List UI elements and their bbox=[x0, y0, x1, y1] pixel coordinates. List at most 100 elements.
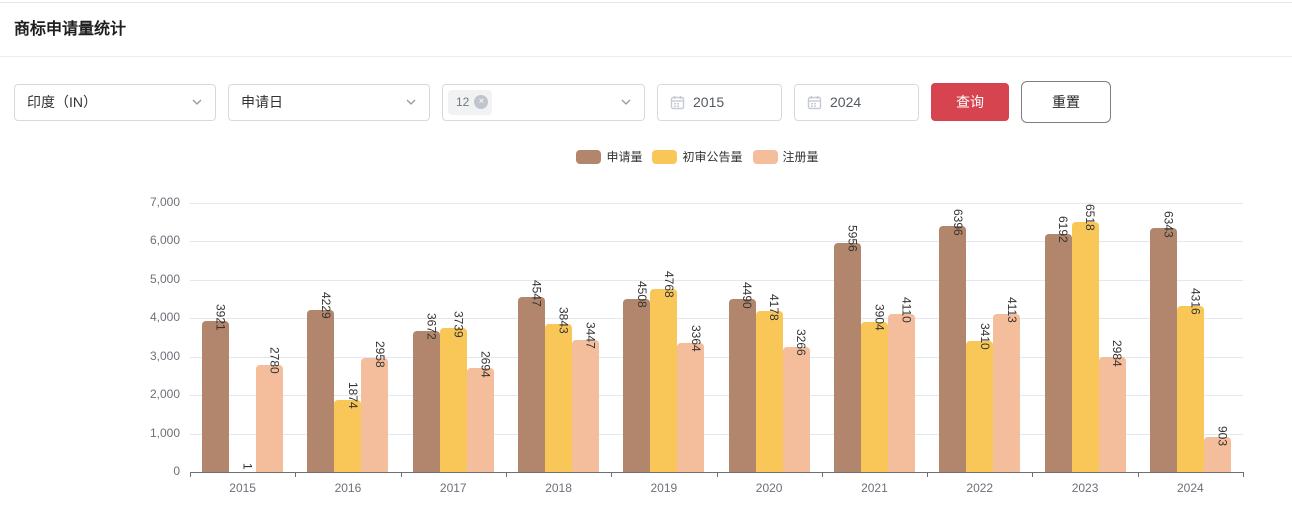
bar-value-label: 4178 bbox=[767, 293, 782, 321]
reset-button[interactable]: 重置 bbox=[1021, 81, 1111, 123]
bar-value-label: 2694 bbox=[478, 350, 493, 378]
bar-初审公告量-2018[interactable] bbox=[545, 324, 573, 472]
gridline bbox=[190, 395, 1243, 397]
bar-value-label: 3904 bbox=[872, 304, 887, 331]
bar-申请量-2015[interactable] bbox=[202, 321, 230, 472]
bar-value-label: 6396 bbox=[950, 208, 965, 236]
bar-申请量-2018[interactable] bbox=[518, 297, 546, 472]
bar-value-label: 2984 bbox=[1110, 339, 1125, 367]
query-button[interactable]: 查询 bbox=[931, 83, 1009, 121]
bar-value-label: 1 bbox=[240, 463, 255, 470]
bar-value-label: 4768 bbox=[661, 271, 676, 298]
x-axis-tick bbox=[505, 472, 507, 477]
bar-申请量-2020[interactable] bbox=[728, 299, 756, 472]
bar-value-label: 4110 bbox=[899, 297, 914, 324]
y-axis-tick-label: 6,000 bbox=[149, 233, 180, 248]
page-title: 商标申请量统计 bbox=[14, 21, 127, 38]
class-select[interactable]: 12 × bbox=[442, 83, 645, 121]
bar-注册量-2023[interactable] bbox=[1098, 357, 1126, 472]
x-axis-tick-label: 2019 bbox=[650, 481, 678, 495]
bar-初审公告量-2016[interactable] bbox=[334, 400, 362, 472]
legend-label: 初审公告量 bbox=[682, 150, 743, 164]
bar-申请量-2022[interactable] bbox=[939, 226, 967, 472]
bar-value-label: 4508 bbox=[634, 281, 649, 308]
bar-初审公告量-2024[interactable] bbox=[1176, 306, 1204, 472]
y-axis-tick-label: 1,000 bbox=[149, 425, 180, 440]
gridline bbox=[190, 241, 1243, 243]
bar-初审公告量-2019[interactable] bbox=[650, 288, 678, 472]
x-axis-tick bbox=[927, 472, 929, 477]
gridline bbox=[190, 433, 1243, 435]
bar-申请量-2024[interactable] bbox=[1149, 228, 1177, 472]
bar-注册量-2021[interactable] bbox=[887, 314, 915, 472]
bar-申请量-2017[interactable] bbox=[412, 330, 440, 472]
chevron-down-icon bbox=[406, 99, 416, 105]
y-axis-tick-label: 5,000 bbox=[149, 271, 180, 286]
bar-value-label: 4547 bbox=[529, 279, 544, 307]
filter-bar: 印度（IN） 申请日 12 × bbox=[14, 81, 1111, 123]
plot-area: 0 1,000 2,000 3,000 4,000 5,000 6,000 7,000 2015… bbox=[150, 195, 1244, 495]
bar-初审公告量-2023[interactable] bbox=[1071, 221, 1099, 472]
date-type-select[interactable]: 申请日 bbox=[228, 83, 430, 121]
gridline bbox=[190, 279, 1243, 281]
bar-初审公告量-2017[interactable] bbox=[439, 328, 467, 472]
legend-item-applications[interactable]: 申请量 bbox=[576, 148, 642, 165]
bar-注册量-2015[interactable] bbox=[256, 365, 284, 472]
x-axis-tick bbox=[716, 472, 718, 477]
bar-注册量-2018[interactable] bbox=[572, 339, 600, 472]
header: 商标申请量统计 bbox=[0, 3, 1292, 57]
bar-申请量-2023[interactable] bbox=[1044, 234, 1072, 472]
bar-value-label: 4113 bbox=[1004, 297, 1019, 323]
x-axis-tick-label: 2024 bbox=[1176, 481, 1204, 495]
y-axis-tick-label: 2,000 bbox=[149, 387, 180, 402]
top-divider bbox=[0, 2, 1292, 3]
x-axis-tick bbox=[821, 472, 823, 477]
bar-value-label: 3672 bbox=[424, 313, 439, 340]
calendar-icon bbox=[670, 95, 685, 109]
bar-注册量-2020[interactable] bbox=[782, 346, 810, 472]
x-axis-tick-label: 2016 bbox=[334, 481, 362, 495]
end-year-input[interactable]: 2024 bbox=[794, 83, 919, 121]
bar-value-label: 5956 bbox=[845, 225, 860, 253]
bar-value-label: 3843 bbox=[556, 306, 571, 334]
bar-value-label: 3364 bbox=[688, 325, 703, 352]
bar-value-label: 3266 bbox=[794, 328, 809, 356]
country-select-value: 印度（IN） bbox=[27, 94, 97, 110]
x-axis-tick bbox=[190, 472, 191, 477]
end-year-value: 2024 bbox=[830, 94, 862, 110]
bar-初审公告量-2020[interactable] bbox=[755, 311, 783, 472]
legend-swatch-icon bbox=[752, 149, 778, 164]
x-axis-tick-label: 2022 bbox=[966, 481, 994, 495]
chart-legend: 申请量 初审公告量 注册量 bbox=[140, 148, 1255, 165]
date-type-select-value: 申请日 bbox=[241, 94, 283, 110]
start-year-input[interactable]: 2015 bbox=[657, 83, 782, 121]
bar-注册量-2016[interactable] bbox=[361, 358, 389, 472]
x-axis-tick bbox=[295, 472, 297, 477]
bar-注册量-2022[interactable] bbox=[993, 313, 1021, 472]
bar-value-label: 6343 bbox=[1161, 210, 1176, 238]
tag-close-icon[interactable]: × bbox=[474, 95, 489, 109]
x-axis-tick-label: 2015 bbox=[229, 481, 256, 495]
bar-申请量-2016[interactable] bbox=[307, 309, 335, 472]
country-select[interactable]: 印度（IN） bbox=[14, 83, 216, 121]
bar-注册量-2017[interactable] bbox=[466, 368, 494, 472]
bar-value-label: 3921 bbox=[213, 303, 228, 331]
chevron-down-icon bbox=[621, 99, 631, 105]
bar-申请量-2021[interactable] bbox=[833, 243, 861, 472]
bar-注册量-2024[interactable] bbox=[1203, 437, 1231, 472]
legend-label: 注册量 bbox=[782, 150, 819, 164]
bar-value-label: 4316 bbox=[1188, 288, 1203, 316]
bar-申请量-2019[interactable] bbox=[623, 298, 651, 472]
x-axis-tick-label: 2020 bbox=[755, 481, 783, 495]
legend-item-preliminary[interactable]: 初审公告量 bbox=[652, 148, 743, 165]
legend-item-registrations[interactable]: 注册量 bbox=[752, 148, 819, 165]
bar-注册量-2019[interactable] bbox=[677, 342, 705, 472]
x-axis-tick bbox=[1137, 472, 1139, 477]
bar-value-label: 903 bbox=[1215, 426, 1230, 447]
bar-value-label: 3410 bbox=[977, 323, 992, 350]
legend-label: 申请量 bbox=[606, 150, 643, 164]
bar-初审公告量-2021[interactable] bbox=[860, 321, 888, 472]
bar-value-label: 2958 bbox=[372, 340, 387, 368]
gridline bbox=[190, 356, 1243, 358]
bar-初审公告量-2022[interactable] bbox=[966, 340, 994, 472]
